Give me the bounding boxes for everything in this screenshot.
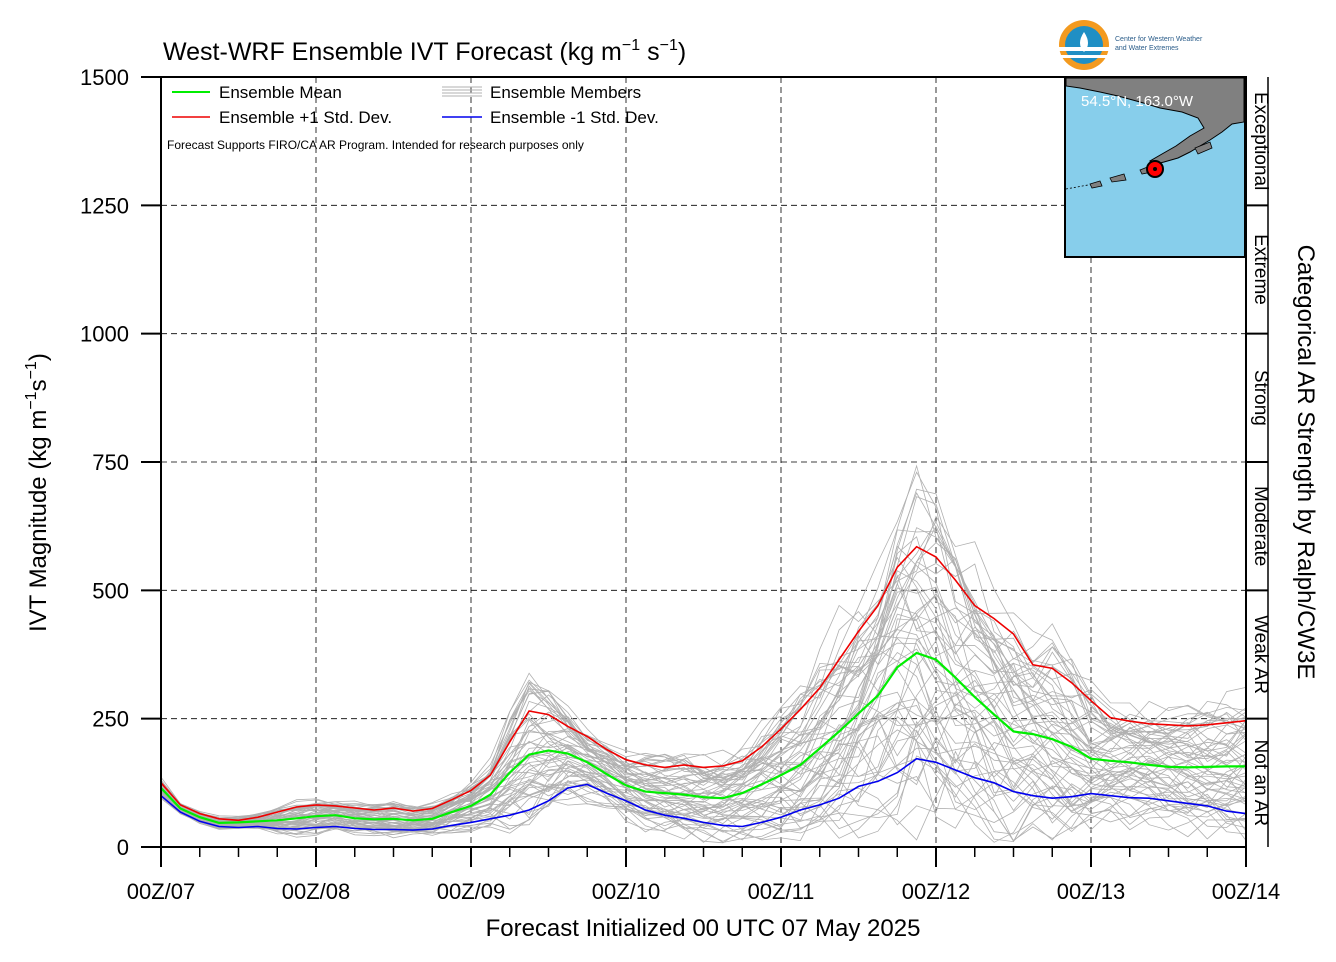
- x-axis-label: Forecast Initialized 00 UTC 07 May 2025: [486, 915, 921, 942]
- ensemble-member-line: [160, 595, 1247, 823]
- logo-text-1: Center for Western Weather: [1115, 36, 1203, 43]
- category-label: Extreme: [1250, 234, 1271, 305]
- inset-location-label: 54.5°N, 163.0°W: [1081, 93, 1194, 110]
- ensemble-member-line: [160, 496, 1247, 821]
- y-tick-label: 1000: [80, 322, 129, 347]
- chart-title: West-WRF Ensemble IVT Forecast (kg m−1 s…: [163, 37, 686, 66]
- x-tick-label: 00Z/14: [1212, 879, 1281, 904]
- legend-plus-std-label: Ensemble +1 Std. Dev.: [219, 108, 392, 127]
- y-tick-label: 250: [92, 707, 129, 732]
- ensemble-member-line: [160, 715, 1247, 832]
- ensemble-member-line: [160, 574, 1247, 822]
- ar-categories: Exceptional Extreme Strong Moderate Weak AR N…: [1246, 92, 1271, 826]
- inset-map: 54.5°N, 163.0°W: [1064, 76, 1246, 258]
- category-label: Not an AR: [1250, 740, 1271, 827]
- legend-members-label: Ensemble Members: [490, 83, 641, 102]
- ensemble-member-line: [160, 709, 1247, 830]
- x-tick-label: 00Z/10: [592, 879, 661, 904]
- y-axis-label: IVT Magnitude (kg m−1s−1): [23, 353, 52, 632]
- legend-members-swatch: [442, 86, 482, 97]
- ensemble-member-line: [160, 527, 1247, 819]
- x-tick-label: 00Z/07: [127, 879, 196, 904]
- x-tick-label: 00Z/12: [902, 879, 971, 904]
- ensemble-member-line: [160, 771, 1247, 840]
- y-tick-label: 750: [92, 450, 129, 475]
- category-label: Strong: [1250, 370, 1271, 426]
- ensemble-member-line: [160, 755, 1247, 843]
- legend-minus-std-label: Ensemble -1 Std. Dev.: [490, 108, 659, 127]
- ensemble-member-line: [160, 667, 1247, 828]
- series-lines: [160, 545, 1247, 831]
- x-tick-label: 00Z/13: [1057, 879, 1126, 904]
- y-tick-label: 500: [92, 578, 129, 603]
- plus-std-line: [160, 545, 1247, 822]
- ensemble-member-line: [160, 515, 1247, 821]
- x-tick-label: 00Z/08: [282, 879, 351, 904]
- category-label: Weak AR: [1250, 615, 1271, 694]
- x-tick-label: 00Z/11: [748, 879, 815, 904]
- y-tick-label: 1250: [80, 193, 129, 218]
- ensemble-member-line: [160, 542, 1247, 822]
- ensemble-member-line: [160, 702, 1247, 829]
- legend-mean-label: Ensemble Mean: [219, 83, 342, 102]
- axis-ticks: 0 250 500 750 1000 1250 1500 00Z/07 00Z/08 00Z/09…: [80, 65, 1280, 904]
- right-axis-label: Categorical AR Strength by Ralph/CW3E: [1292, 245, 1319, 680]
- ensemble-member-line: [160, 651, 1247, 828]
- legend: Ensemble Mean Ensemble +1 Std. Dev. Ense…: [167, 83, 659, 152]
- research-note: Forecast Supports FIRO/CA AR Program. In…: [167, 138, 584, 152]
- ensemble-mean-line: [160, 651, 1246, 825]
- cw3e-logo: Center for Western Weather and Water Ext…: [1059, 20, 1203, 70]
- category-label: Moderate: [1250, 486, 1271, 566]
- y-tick-label: 1500: [80, 65, 129, 90]
- y-tick-label: 0: [117, 835, 129, 860]
- ensemble-member-line: [160, 759, 1247, 842]
- ensemble-member-line: [160, 492, 1247, 819]
- x-tick-label: 00Z/09: [437, 879, 506, 904]
- logo-text-2: and Water Extremes: [1115, 45, 1179, 52]
- category-label: Exceptional: [1250, 92, 1271, 190]
- ensemble-member-line: [160, 629, 1247, 824]
- minus-std-line: [160, 757, 1247, 831]
- ensemble-member-line: [160, 464, 1247, 819]
- ensemble-member-line: [160, 703, 1247, 830]
- ensemble-members: [160, 464, 1247, 844]
- ensemble-member-line: [160, 629, 1247, 826]
